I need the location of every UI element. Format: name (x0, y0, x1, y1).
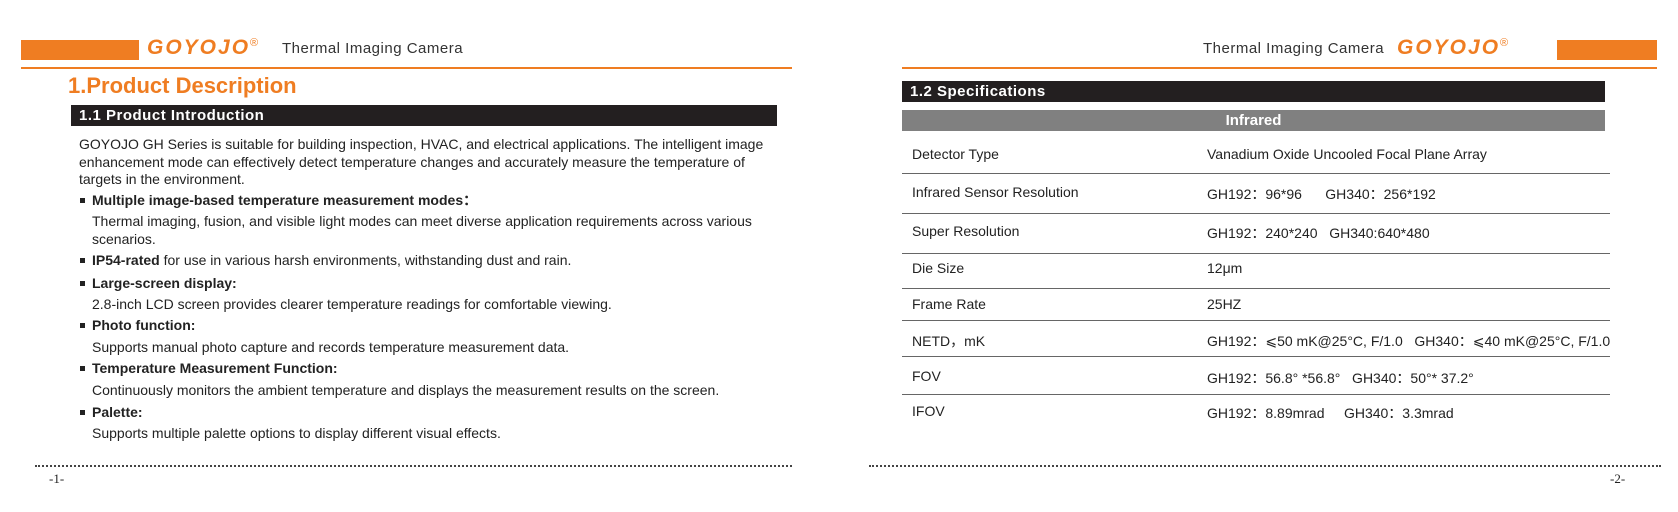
spec-label: FOV (912, 368, 941, 384)
row-separator (902, 394, 1610, 395)
spec-value: GH192：8.89mrad GH340：3.3mrad (1207, 405, 1454, 421)
feature-tail: for use in various harsh environments, w… (159, 252, 572, 268)
spec-value: GH192：240*240 GH340:640*480 (1207, 225, 1430, 241)
bullet (80, 281, 85, 286)
row-separator (902, 356, 1610, 357)
intro-text: GOYOJO GH Series is suitable for buildin… (79, 136, 764, 187)
spec-label: Infrared Sensor Resolution (912, 184, 1079, 200)
bullet (80, 323, 85, 328)
feature-line: Palette: (92, 404, 143, 422)
feature-title: Temperature Measurement Function: (92, 360, 338, 376)
feature-title: Multiple image-based temperature measure… (92, 192, 478, 208)
page-heading: 1.Product Description (68, 73, 297, 98)
table-group-header: Infrared (902, 110, 1605, 131)
bullet (80, 258, 85, 263)
feature-line: IP54-rated for use in various harsh envi… (92, 252, 571, 270)
bullet (80, 366, 85, 371)
spec-label: Detector Type (912, 146, 999, 162)
spec-value: GH192：⩽50 mK@25°C, F/1.0 GH340：⩽40 mK@25… (1207, 333, 1611, 349)
feature-line: Photo function: (92, 317, 195, 335)
feature-line: Large-screen display: (92, 275, 237, 293)
feature-title: Photo function: (92, 317, 196, 333)
bullet (80, 198, 85, 203)
header-rule (902, 67, 1657, 69)
row-separator (902, 288, 1610, 289)
feature-text: 2.8-inch LCD screen provides clearer tem… (92, 296, 612, 312)
bullet (80, 410, 85, 415)
brand-logo: GOYOJO® (147, 36, 259, 59)
spec-value: 12μm (1207, 260, 1243, 276)
page-number: -1- (49, 471, 65, 486)
header-rule (21, 67, 792, 69)
footer-rule (869, 465, 1661, 467)
spec-label: NETD，mK (912, 333, 986, 349)
feature-title: Palette: (92, 404, 143, 420)
feature-title: IP54-rated (92, 252, 160, 268)
spec-label: Super Resolution (912, 223, 1020, 239)
spec-value: GH192：96*96 GH340：256*192 (1207, 186, 1436, 202)
section-bar: 1.1 Product Introduction (71, 105, 777, 126)
brand-logo: GOYOJO® (1397, 36, 1509, 59)
feature-text: Thermal imaging, fusion, and visible lig… (92, 213, 752, 247)
header-title: Thermal Imaging Camera (1203, 40, 1385, 57)
feature-text: Continuously monitors the ambient temper… (92, 382, 720, 398)
row-separator (902, 213, 1610, 214)
row-separator (902, 253, 1610, 254)
feature-text: Supports multiple palette options to dis… (92, 425, 501, 441)
footer-rule (35, 465, 792, 467)
feature-line: Temperature Measurement Function: (92, 360, 338, 378)
spec-value: GH192：56.8° *56.8° GH340：50°* 37.2° (1207, 370, 1474, 386)
row-separator (902, 173, 1610, 174)
feature-text: Supports manual photo capture and record… (92, 339, 570, 355)
spec-label: IFOV (912, 403, 945, 419)
page-number: -2- (1610, 471, 1626, 486)
spec-label: Frame Rate (912, 296, 986, 312)
header-bar (1557, 40, 1657, 60)
registered-mark: ® (1500, 37, 1509, 49)
spec-value: 25HZ (1207, 296, 1242, 312)
spec-label: Die Size (912, 260, 965, 276)
row-separator (902, 320, 1610, 321)
header-title: Thermal Imaging Camera (282, 40, 464, 57)
header-bar (21, 40, 139, 60)
section-bar: 1.2 Specifications (902, 81, 1605, 102)
registered-mark: ® (250, 37, 259, 49)
feature-line: Multiple image-based temperature measure… (92, 192, 477, 210)
feature-title: Large-screen display: (92, 275, 237, 291)
spec-value: Vanadium Oxide Uncooled Focal Plane Arra… (1207, 146, 1487, 162)
